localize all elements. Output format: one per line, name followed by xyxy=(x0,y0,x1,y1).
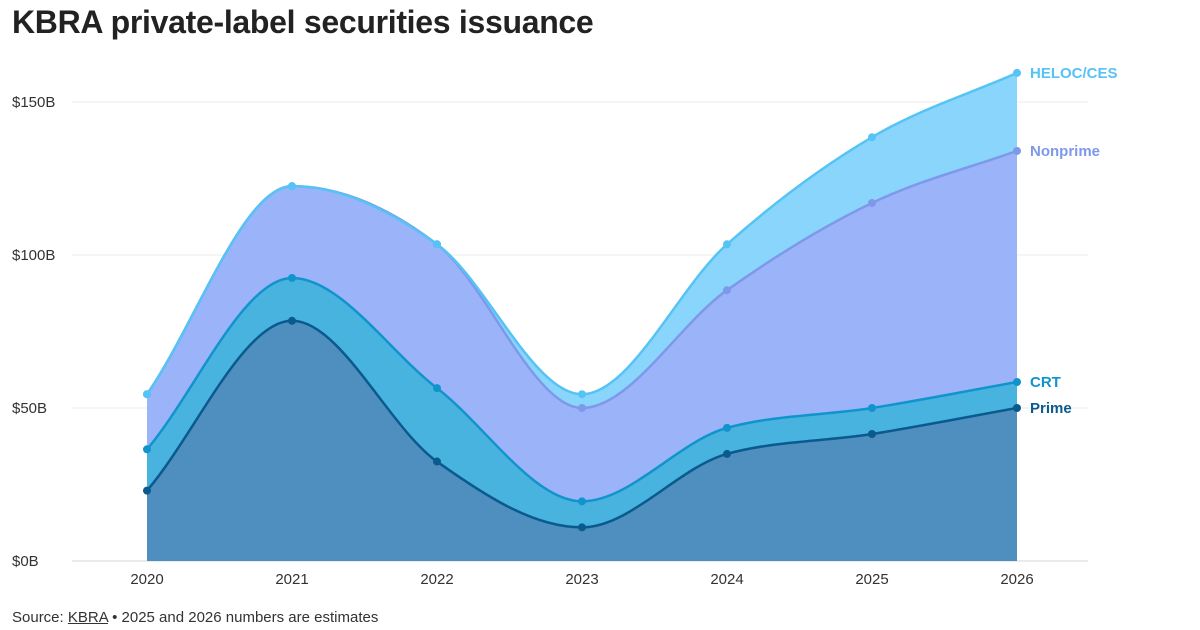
data-points xyxy=(143,68,1021,532)
point-prime[interactable] xyxy=(143,486,151,495)
y-tick-label: $50B xyxy=(12,400,47,417)
point-prime[interactable] xyxy=(288,316,296,325)
axes: $0B $50B $100B $150B 2020 2021 2022 2023 2024 202… xyxy=(12,94,1034,588)
point-crt[interactable] xyxy=(288,273,296,282)
point-crt[interactable] xyxy=(433,384,441,393)
series-label-heloc-ces: HELOC/CES xyxy=(1030,65,1118,82)
source-link[interactable]: KBRA xyxy=(67,609,108,626)
source-prefix: Source: xyxy=(12,609,64,626)
point-heloc-ces[interactable] xyxy=(288,182,296,191)
y-tick-label: $0B xyxy=(12,553,39,570)
y-tick-label: $100B xyxy=(12,247,55,264)
x-tick-label: 2023 xyxy=(565,571,598,588)
x-tick-label: 2026 xyxy=(1000,571,1033,588)
point-heloc-ces[interactable] xyxy=(433,240,441,249)
estimates-note: 2025 and 2026 numbers are estimates xyxy=(121,609,379,626)
point-prime[interactable] xyxy=(433,457,441,466)
point-nonprime[interactable] xyxy=(723,286,731,295)
series-label-nonprime: Nonprime xyxy=(1030,143,1100,160)
point-prime[interactable] xyxy=(723,449,731,458)
point-nonprime[interactable] xyxy=(578,404,586,412)
point-nonprime[interactable] xyxy=(1013,146,1021,155)
y-tick-label: $150B xyxy=(12,94,55,111)
source-footer: Source: KBRA • 2025 and 2026 numbers are… xyxy=(12,609,378,626)
series-areas xyxy=(147,72,1017,562)
point-crt[interactable] xyxy=(143,445,151,454)
point-heloc-ces[interactable] xyxy=(143,390,151,399)
series-label-crt: CRT xyxy=(1030,374,1061,391)
point-crt[interactable] xyxy=(723,423,731,432)
chart-title: KBRA private-label securities issuance xyxy=(12,4,594,40)
point-nonprime[interactable] xyxy=(868,198,876,207)
bullet-separator: • xyxy=(112,609,118,626)
point-heloc-ces[interactable] xyxy=(723,240,731,249)
line-heloc-ces xyxy=(145,71,1018,396)
x-tick-label: 2025 xyxy=(855,571,888,588)
point-crt[interactable] xyxy=(578,497,586,506)
point-heloc-ces[interactable] xyxy=(578,390,586,399)
x-tick-label: 2020 xyxy=(130,571,163,588)
x-tick-label: 2024 xyxy=(710,571,743,588)
series-labels: Prime CRT Nonprime HELOC/CES xyxy=(1030,65,1118,417)
point-prime[interactable] xyxy=(868,430,876,439)
area-prime xyxy=(147,320,1017,561)
x-tick-label: 2022 xyxy=(420,571,453,588)
point-crt[interactable] xyxy=(1013,377,1021,386)
point-prime[interactable] xyxy=(578,523,586,532)
point-prime[interactable] xyxy=(1013,404,1021,412)
series-label-prime: Prime xyxy=(1030,400,1072,417)
point-heloc-ces[interactable] xyxy=(1013,68,1021,77)
point-crt[interactable] xyxy=(868,404,876,412)
point-heloc-ces[interactable] xyxy=(868,133,876,142)
x-tick-label: 2021 xyxy=(275,571,308,588)
